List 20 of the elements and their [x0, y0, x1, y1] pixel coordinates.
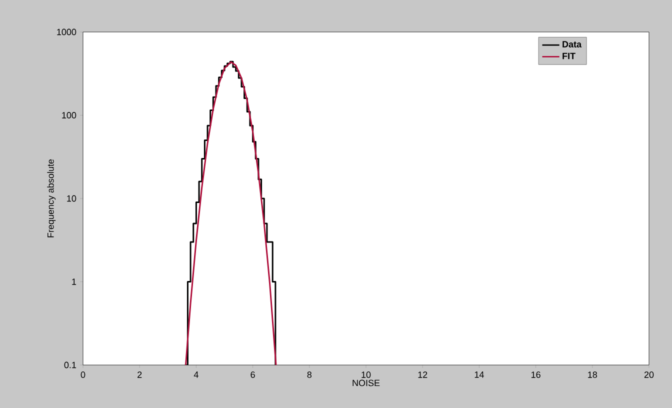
y-tick-label: 100 [62, 112, 76, 118]
x-tick-label: 16 [531, 372, 540, 378]
y-tick-label: 10 [67, 195, 76, 202]
x-tick-label: 18 [588, 372, 598, 378]
x-tick-label: 20 [644, 372, 654, 378]
x-tick-label: 12 [418, 372, 428, 378]
legend-label: FIT [562, 52, 576, 60]
legend-label: Data [562, 41, 582, 48]
x-tick-label: 4 [194, 372, 198, 378]
x-tick-label: 2 [138, 372, 142, 378]
y-tick-label: 1000 [57, 28, 76, 36]
x-tick-label: 8 [307, 372, 312, 378]
x-tick-label: 10 [362, 372, 371, 378]
y-tick-label: 1 [72, 278, 76, 285]
x-tick-label: 0 [80, 372, 86, 378]
y-axis-title: Frequency absolute [47, 159, 56, 238]
x-tick-label: 14 [474, 372, 484, 378]
x-tick-label: 6 [250, 372, 255, 378]
x-axis-title: NOISE [352, 380, 380, 386]
y-tick-label: 0.1 [64, 362, 76, 368]
